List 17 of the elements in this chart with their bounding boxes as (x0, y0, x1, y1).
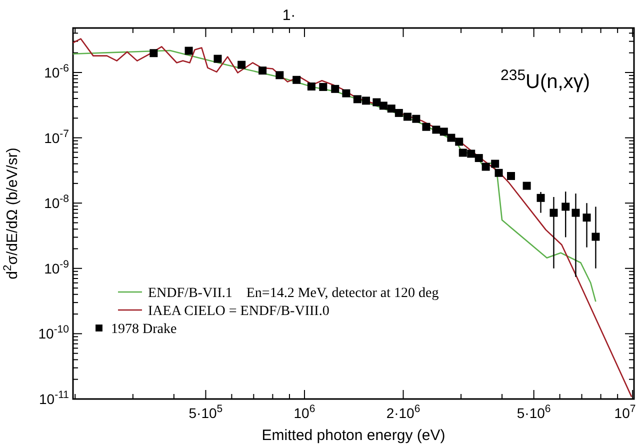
x-tick-label: 5·10$^{6}$ (516, 403, 551, 421)
text: $^{235}$U(n,xγ) (500, 66, 590, 93)
x-tick-label: 10$^{7}$ (614, 403, 636, 421)
y-tick-label: 10$^{-9}$ (44, 258, 70, 276)
text: 1· (282, 7, 296, 24)
legend-label: 1978 Drake (111, 322, 177, 337)
x-tick-label: 5·10$^{5}$ (188, 403, 223, 421)
x-tick-label: 2·10$^{6}$ (386, 403, 420, 421)
x-tick-label: 10$^{6}$ (294, 403, 316, 421)
legend-label: ENDF/B-VII.1 En=14.2 MeV, detector at 120 deg (148, 286, 439, 301)
y-tick-label: 10$^{-10}$ (38, 324, 70, 342)
y-tick-label: 10$^{-11}$ (39, 389, 70, 407)
y-tick-label: 10$^{-6}$ (44, 62, 70, 80)
y-tick-label: 10$^{-8}$ (44, 193, 70, 212)
y-tick-label: 10$^{-7}$ (44, 128, 70, 146)
legend-label: IAEA CIELO = ENDF/B-VIII.0 (148, 304, 330, 319)
x-axis-title: Emitted photon energy (eV) (262, 427, 446, 444)
